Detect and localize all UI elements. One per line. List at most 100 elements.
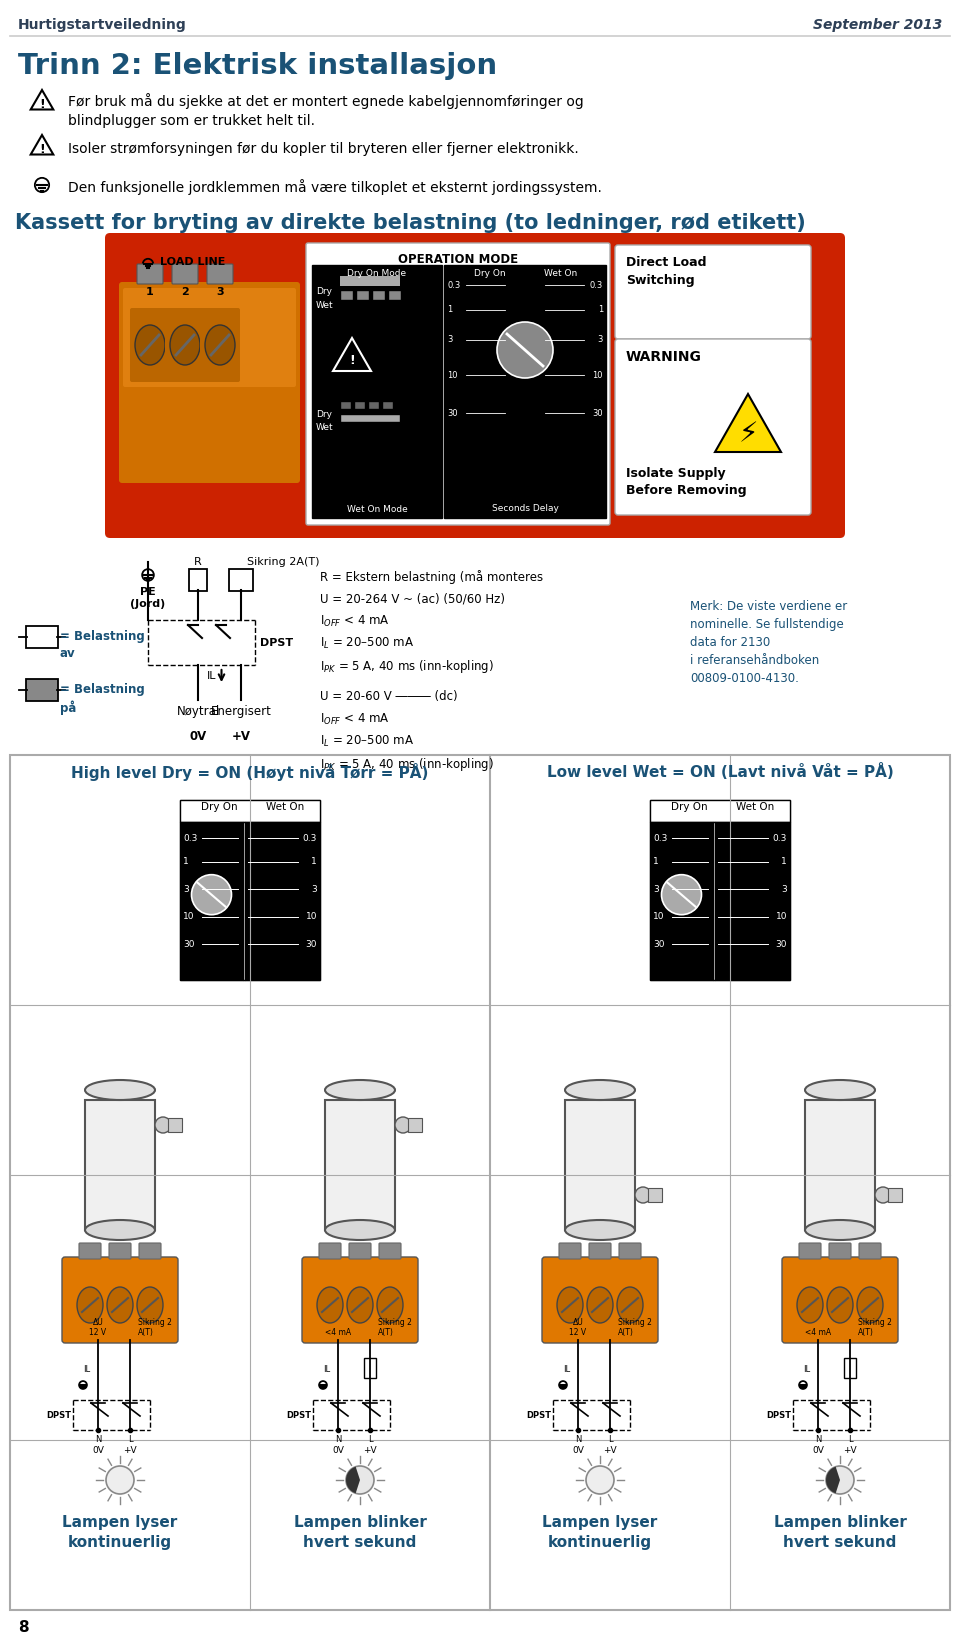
FancyBboxPatch shape	[229, 570, 253, 591]
Ellipse shape	[557, 1287, 583, 1323]
Text: U = 20-264 V ~ (ac) (50/60 Hz): U = 20-264 V ~ (ac) (50/60 Hz)	[320, 593, 505, 606]
Text: IL: IL	[323, 1365, 330, 1375]
Text: Sikring 2
A(T): Sikring 2 A(T)	[858, 1318, 892, 1337]
Text: 10: 10	[776, 912, 787, 922]
Circle shape	[497, 322, 553, 378]
Text: 3: 3	[598, 336, 603, 344]
Text: DPST: DPST	[286, 1411, 311, 1419]
Ellipse shape	[565, 1080, 635, 1100]
FancyBboxPatch shape	[340, 277, 400, 286]
Text: Seconds Delay: Seconds Delay	[650, 961, 712, 971]
Text: U = 20-60 V ――― (dc): U = 20-60 V ――― (dc)	[320, 691, 458, 702]
FancyBboxPatch shape	[782, 1257, 898, 1342]
FancyBboxPatch shape	[180, 822, 243, 981]
Text: 3: 3	[216, 286, 224, 296]
Text: Dry On: Dry On	[201, 802, 237, 812]
Ellipse shape	[617, 1287, 643, 1323]
Text: Wet On: Wet On	[544, 268, 577, 278]
Text: 0.3: 0.3	[773, 833, 787, 843]
Ellipse shape	[107, 1287, 133, 1323]
Text: N: N	[575, 1436, 581, 1444]
Text: Wet On Mode: Wet On Mode	[347, 504, 407, 514]
Text: 10: 10	[653, 912, 664, 922]
Text: Isoler strømforsyningen før du kopler til bryteren eller fjerner elektronikk.: Isoler strømforsyningen før du kopler ti…	[68, 142, 579, 156]
Text: IL: IL	[563, 1365, 570, 1375]
Text: +V: +V	[231, 730, 251, 743]
Ellipse shape	[797, 1287, 823, 1323]
FancyBboxPatch shape	[354, 401, 365, 409]
FancyBboxPatch shape	[189, 570, 207, 591]
Text: 0.3: 0.3	[183, 833, 198, 843]
Text: I$_L$ = 20–500 mA: I$_L$ = 20–500 mA	[320, 733, 414, 750]
Text: High level Dry = ON (Høyt nivå Tørr = PÅ): High level Dry = ON (Høyt nivå Tørr = PÅ…	[71, 763, 429, 781]
Polygon shape	[715, 395, 781, 452]
FancyBboxPatch shape	[119, 282, 300, 483]
Circle shape	[106, 1467, 134, 1495]
Text: Isolate Supply
Before Removing: Isolate Supply Before Removing	[626, 467, 747, 498]
Ellipse shape	[85, 1080, 155, 1100]
Text: PE
(Jord): PE (Jord)	[131, 588, 166, 609]
FancyBboxPatch shape	[302, 1257, 418, 1342]
Ellipse shape	[170, 326, 200, 365]
Text: 1: 1	[183, 858, 189, 866]
Text: 30: 30	[653, 940, 664, 949]
FancyBboxPatch shape	[648, 1188, 662, 1202]
Text: +V: +V	[603, 1445, 617, 1455]
Text: <4 mA: <4 mA	[324, 1328, 351, 1337]
Text: I$_{OFF}$ < 4 mA: I$_{OFF}$ < 4 mA	[320, 614, 390, 629]
FancyBboxPatch shape	[615, 339, 811, 516]
Text: DPST: DPST	[260, 637, 293, 648]
Text: 30: 30	[183, 940, 195, 949]
Text: ⚡: ⚡	[738, 421, 757, 449]
Text: 1: 1	[311, 858, 317, 866]
Text: I$_{PK}$ = 5 A, 40 ms (inn-kopling): I$_{PK}$ = 5 A, 40 ms (inn-kopling)	[320, 658, 493, 674]
Text: 3: 3	[781, 884, 787, 894]
Text: L: L	[608, 1436, 612, 1444]
Text: 1: 1	[781, 858, 787, 866]
FancyBboxPatch shape	[650, 822, 713, 981]
FancyBboxPatch shape	[559, 1242, 581, 1259]
Text: 30: 30	[592, 409, 603, 417]
Ellipse shape	[857, 1287, 883, 1323]
Text: +V: +V	[363, 1445, 377, 1455]
Text: ΔU
12 V: ΔU 12 V	[89, 1318, 107, 1337]
Text: !: !	[39, 98, 45, 111]
Text: 2: 2	[181, 286, 189, 296]
FancyBboxPatch shape	[130, 308, 170, 381]
Text: Wet On: Wet On	[266, 802, 304, 812]
Text: 10: 10	[447, 370, 458, 380]
Ellipse shape	[827, 1287, 853, 1323]
Text: 3: 3	[183, 884, 189, 894]
FancyBboxPatch shape	[62, 1257, 178, 1342]
FancyBboxPatch shape	[26, 625, 58, 648]
Text: Den funksjonelle jordklemmen må være tilkoplet et eksternt jordingssystem.: Den funksjonelle jordklemmen må være til…	[68, 178, 602, 195]
Text: Sikring 2
A(T): Sikring 2 A(T)	[138, 1318, 172, 1337]
FancyBboxPatch shape	[444, 265, 606, 517]
Polygon shape	[346, 1467, 360, 1493]
FancyBboxPatch shape	[180, 800, 320, 822]
Text: 10: 10	[592, 370, 603, 380]
Text: DPST: DPST	[766, 1411, 791, 1419]
Text: 8: 8	[18, 1621, 29, 1635]
Text: I$_L$ = 20–500 mA: I$_L$ = 20–500 mA	[320, 637, 414, 652]
Text: 10: 10	[183, 912, 195, 922]
Text: IL: IL	[207, 671, 217, 681]
FancyBboxPatch shape	[200, 308, 240, 381]
Text: Wet: Wet	[316, 301, 334, 309]
Ellipse shape	[565, 1220, 635, 1239]
Circle shape	[875, 1187, 891, 1203]
Ellipse shape	[805, 1080, 875, 1100]
Text: Lampen lyser
kontinuerlig: Lampen lyser kontinuerlig	[542, 1514, 658, 1550]
FancyBboxPatch shape	[408, 1118, 422, 1133]
Text: Sikring 2
A(T): Sikring 2 A(T)	[378, 1318, 412, 1337]
FancyBboxPatch shape	[85, 1100, 155, 1229]
Text: Dry On: Dry On	[671, 802, 708, 812]
Text: Trinn 2: Elektrisk installasjon: Trinn 2: Elektrisk installasjon	[18, 52, 497, 80]
FancyBboxPatch shape	[312, 265, 442, 517]
Text: !: !	[39, 142, 45, 156]
Ellipse shape	[587, 1287, 613, 1323]
FancyBboxPatch shape	[356, 290, 369, 300]
Text: Lampen lyser
kontinuerlig: Lampen lyser kontinuerlig	[62, 1514, 178, 1550]
Text: 0V: 0V	[572, 1445, 584, 1455]
Text: OPERATION MODE: OPERATION MODE	[398, 254, 518, 265]
